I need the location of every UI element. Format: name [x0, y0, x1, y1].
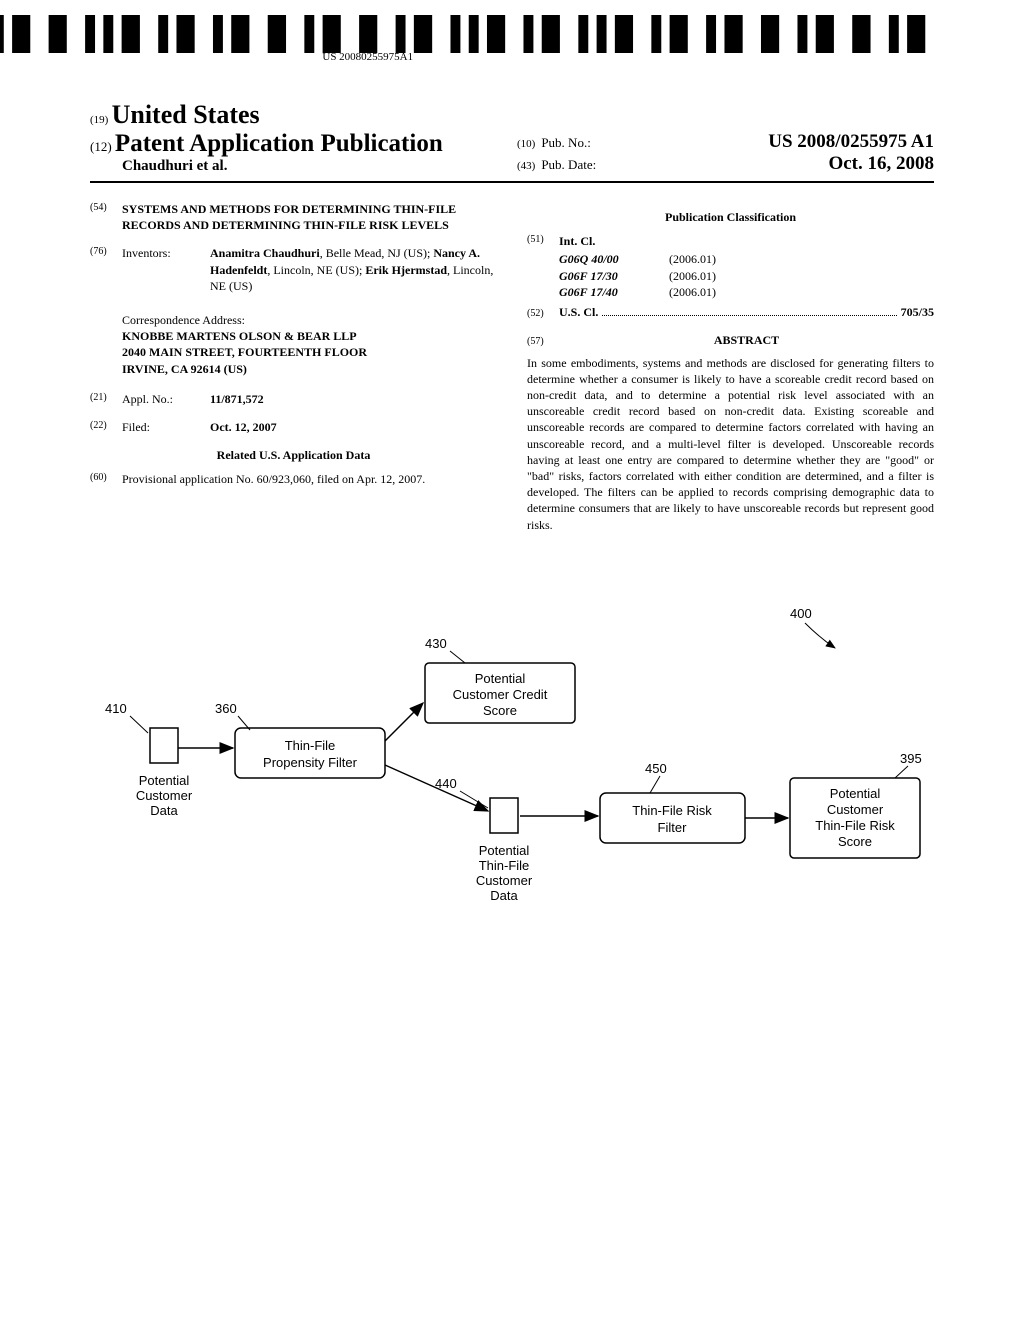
- pubno-num: (10): [517, 138, 535, 150]
- appl-label: Appl. No.:: [122, 391, 210, 407]
- biblio-columns: (54) SYSTEMS AND METHODS FOR DETERMINING…: [90, 201, 934, 533]
- intcl-year: (2006.01): [669, 284, 934, 300]
- abstract-num: (57): [527, 335, 559, 349]
- n395-l2: Customer: [827, 802, 884, 817]
- uscl-label: U.S. Cl.: [559, 304, 598, 320]
- left-column: (54) SYSTEMS AND METHODS FOR DETERMINING…: [90, 201, 497, 533]
- abstract-label: ABSTRACT: [559, 332, 934, 348]
- corr-2: 2040 MAIN STREET, FOURTEENTH FLOOR: [122, 344, 497, 360]
- country-num: (19): [90, 114, 108, 126]
- intcl-row: G06F 17/40 (2006.01): [527, 284, 934, 300]
- prov-num: (60): [90, 471, 122, 487]
- n430-l3: Score: [483, 703, 517, 718]
- intcl-year: (2006.01): [669, 268, 934, 284]
- title-num: (54): [90, 201, 122, 233]
- uscl-val: 705/35: [901, 304, 934, 320]
- n395-l4: Score: [838, 834, 872, 849]
- ref-360: 360: [215, 701, 237, 716]
- corr-label: Correspondence Address:: [122, 312, 497, 328]
- intcl-code: G06Q 40/00: [559, 251, 669, 267]
- ref-400: 400: [790, 606, 812, 621]
- pubdate-val: Oct. 16, 2008: [828, 153, 934, 175]
- intcl-code: G06F 17/30: [559, 268, 669, 284]
- header: (19) United States (12) Patent Applicati…: [90, 100, 934, 183]
- inventors-val: Anamitra Chaudhuri, Belle Mead, NJ (US);…: [210, 245, 497, 294]
- ref-450: 450: [645, 761, 667, 776]
- n395-l1: Potential: [830, 786, 881, 801]
- pubtype: Patent Application Publication: [115, 130, 443, 157]
- class-header: Publication Classification: [527, 209, 934, 225]
- n395-l3: Thin-File Risk: [815, 818, 895, 833]
- intcl-num: (51): [527, 233, 559, 249]
- n450-l2: Filter: [658, 820, 688, 835]
- n410-l1: Potential: [139, 773, 190, 788]
- n360-l2: Propensity Filter: [263, 755, 358, 770]
- inventors-label: Inventors:: [122, 245, 210, 294]
- n440-l4: Data: [490, 888, 518, 903]
- uscl-num: (52): [527, 307, 559, 321]
- corr-3: IRVINE, CA 92614 (US): [122, 361, 497, 377]
- barcode-graphic: ▌▐▌▐▐▌▐▐▐▌▐▐▌▐▌▐▐▐▌▐▐▌▐▐▌▐▌▐▐▌▐▌▐▐▌▐▐▐▌▐…: [0, 20, 934, 49]
- invention-title: SYSTEMS AND METHODS FOR DETERMINING THIN…: [122, 201, 497, 233]
- flowchart-diagram: 400 Potential Customer Data 410 Thin-Fil…: [90, 593, 934, 973]
- n360-l1: Thin-File: [285, 738, 336, 753]
- prov-text: Provisional application No. 60/923,060, …: [122, 471, 497, 487]
- n410-l2: Customer: [136, 788, 193, 803]
- abstract-body: In some embodiments, systems and methods…: [527, 355, 934, 533]
- filed-num: (22): [90, 419, 122, 435]
- authors-short: Chaudhuri et al.: [90, 158, 507, 175]
- intcl-label: Int. Cl.: [559, 233, 934, 249]
- ref-430: 430: [425, 636, 447, 651]
- pubno-label: Pub. No.:: [541, 135, 590, 151]
- n430-l1: Potential: [475, 671, 526, 686]
- n430-l2: Customer Credit: [453, 687, 548, 702]
- intcl-row: G06F 17/30 (2006.01): [527, 268, 934, 284]
- uscl-dots: [602, 315, 896, 316]
- country: United States: [112, 100, 260, 129]
- intcl-row: G06Q 40/00 (2006.01): [527, 251, 934, 267]
- n450-l1: Thin-File Risk: [632, 803, 712, 818]
- n440-l1: Potential: [479, 843, 530, 858]
- n410-l3: Data: [150, 803, 178, 818]
- appl-num: (21): [90, 391, 122, 407]
- n440-l2: Thin-File: [479, 858, 530, 873]
- correspondence: Correspondence Address: KNOBBE MARTENS O…: [90, 312, 497, 377]
- filed-label: Filed:: [122, 419, 210, 435]
- ref-410: 410: [105, 701, 127, 716]
- pubdate-label: Pub. Date:: [541, 157, 596, 173]
- pubno-val: US 2008/0255975 A1: [768, 131, 934, 153]
- intcl-code: G06F 17/40: [559, 284, 669, 300]
- right-column: Publication Classification (51) Int. Cl.…: [527, 201, 934, 533]
- appl-val: 11/871,572: [210, 391, 497, 407]
- pubtype-num: (12): [90, 139, 112, 154]
- barcode-block: ▌▐▌▐▐▌▐▐▐▌▐▐▌▐▌▐▐▐▌▐▐▌▐▐▌▐▌▐▐▌▐▌▐▐▌▐▐▐▌▐…: [0, 20, 934, 63]
- pubdate-num: (43): [517, 160, 535, 172]
- ref-395: 395: [900, 751, 922, 766]
- inventors-num: (76): [90, 245, 122, 294]
- intcl-year: (2006.01): [669, 251, 934, 267]
- filed-val: Oct. 12, 2007: [210, 419, 497, 435]
- corr-1: KNOBBE MARTENS OLSON & BEAR LLP: [122, 328, 497, 344]
- n440-l3: Customer: [476, 873, 533, 888]
- related-header: Related U.S. Application Data: [90, 447, 497, 463]
